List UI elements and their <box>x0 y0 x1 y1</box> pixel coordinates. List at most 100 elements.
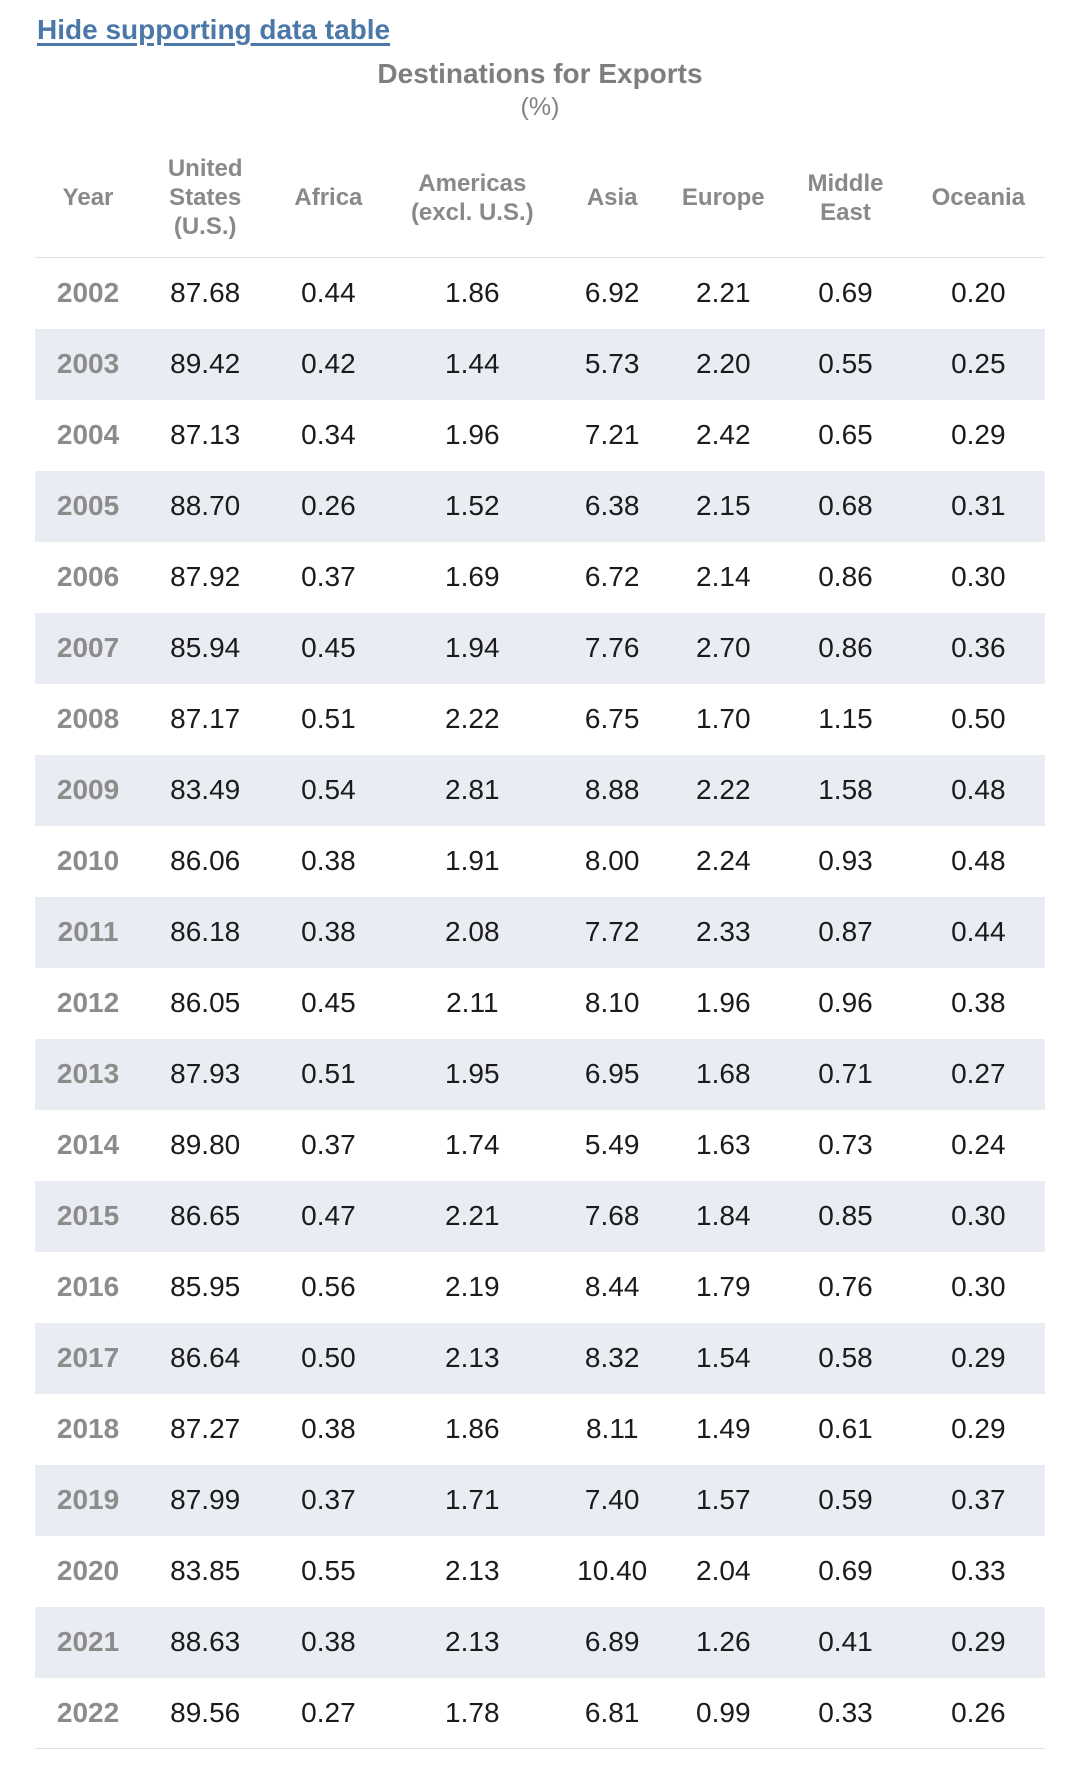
value-cell: 7.72 <box>584 916 640 947</box>
value-cell: 2.11 <box>446 987 499 1018</box>
value-cell: 87.68 <box>170 277 241 309</box>
table-row: 2012 86.05 0.45 2.11 8.10 1.96 0.96 0.38 <box>35 968 1045 1039</box>
value-cell: 0.38 <box>301 845 356 876</box>
value-cell: 0.44 <box>951 916 1006 947</box>
data-table: Year United States (U.S.) Africa Americas (… <box>35 142 1045 1749</box>
value-cell: 6.75 <box>584 703 640 734</box>
value-cell: 0.29 <box>951 419 1006 450</box>
table-row: 2010 86.06 0.38 1.91 8.00 2.24 0.93 0.48 <box>35 826 1045 897</box>
value-cell: 0.31 <box>951 490 1006 521</box>
value-cell: 2.13 <box>445 1626 500 1657</box>
table-header: Year United States (U.S.) Africa Americas (… <box>35 142 1045 258</box>
value-cell: 0.56 <box>301 1271 356 1302</box>
value-cell: 1.84 <box>696 1200 751 1231</box>
value-cell: 1.71 <box>445 1484 500 1515</box>
value-cell: 8.44 <box>584 1271 640 1302</box>
value-cell: 2.22 <box>696 774 751 805</box>
year-cell: 2007 <box>56 632 120 663</box>
value-cell: 0.55 <box>818 348 873 379</box>
value-cell: 2.24 <box>696 845 751 876</box>
value-cell: 1.94 <box>445 632 500 663</box>
value-cell: 1.91 <box>445 845 500 876</box>
value-cell: 2.20 <box>696 348 751 379</box>
value-cell: 0.42 <box>301 348 356 379</box>
value-cell: 2.21 <box>445 1200 500 1231</box>
table-row: 2003 89.42 0.42 1.44 5.73 2.20 0.55 0.25 <box>35 328 1045 400</box>
value-cell: 0.30 <box>951 1200 1006 1231</box>
column-header: Middle East <box>779 142 912 258</box>
table-row: 2013 87.93 0.51 1.95 6.95 1.68 0.71 0.27 <box>35 1038 1045 1110</box>
value-cell: 1.69 <box>445 561 500 592</box>
year-cell: 2019 <box>56 1484 120 1515</box>
value-cell: 1.78 <box>445 1696 500 1728</box>
value-cell: 1.86 <box>445 277 500 309</box>
value-cell: 1.54 <box>696 1342 751 1373</box>
value-cell: 0.69 <box>818 1555 873 1586</box>
value-cell: 0.65 <box>818 419 873 450</box>
value-cell: 2.13 <box>445 1555 500 1586</box>
value-cell: 86.05 <box>170 987 241 1018</box>
value-cell: 87.93 <box>170 1058 241 1089</box>
value-cell: 0.51 <box>301 1058 356 1089</box>
value-cell: 2.19 <box>445 1271 500 1302</box>
value-cell: 0.30 <box>951 561 1006 592</box>
table-row: 2014 89.80 0.37 1.74 5.49 1.63 0.73 0.24 <box>35 1110 1045 1181</box>
value-cell: 0.38 <box>301 1413 356 1444</box>
value-cell: 1.15 <box>818 703 873 734</box>
table-row: 2008 87.17 0.51 2.22 6.75 1.70 1.15 0.50 <box>35 684 1045 755</box>
year-cell: 2012 <box>56 987 120 1018</box>
value-cell: 1.74 <box>445 1129 500 1160</box>
value-cell: 0.48 <box>951 845 1006 876</box>
value-cell: 0.61 <box>818 1413 873 1444</box>
value-cell: 0.93 <box>818 845 873 876</box>
value-cell: 0.50 <box>301 1342 356 1373</box>
value-cell: 1.79 <box>696 1271 751 1302</box>
hide-data-table-link[interactable]: Hide supporting data table <box>37 14 391 45</box>
value-cell: 83.85 <box>170 1555 241 1586</box>
value-cell: 0.73 <box>818 1129 873 1160</box>
value-cell: 0.58 <box>818 1342 873 1373</box>
value-cell: 2.33 <box>696 916 751 947</box>
year-cell: 2010 <box>56 845 120 876</box>
value-cell: 8.00 <box>584 845 640 876</box>
value-cell: 1.58 <box>818 774 873 805</box>
table-row: 2020 83.85 0.55 2.13 10.40 2.04 0.69 0.33 <box>35 1536 1045 1607</box>
table-row: 2021 88.63 0.38 2.13 6.89 1.26 0.41 0.29 <box>35 1606 1045 1678</box>
value-cell: 2.21 <box>696 277 751 309</box>
table-row: 2016 85.95 0.56 2.19 8.44 1.79 0.76 0.30 <box>35 1252 1045 1323</box>
value-cell: 6.81 <box>584 1696 640 1728</box>
year-cell: 2005 <box>56 490 120 521</box>
value-cell: 0.38 <box>301 916 356 947</box>
value-cell: 1.57 <box>696 1484 751 1515</box>
year-cell: 2004 <box>56 419 120 450</box>
value-cell: 0.68 <box>818 490 873 521</box>
value-cell: 0.24 <box>951 1129 1006 1160</box>
table-row: 2009 83.49 0.54 2.81 8.88 2.22 1.58 0.48 <box>35 754 1045 826</box>
value-cell: 0.51 <box>301 703 356 734</box>
value-cell: 1.70 <box>696 703 751 734</box>
table-row: 2002 87.68 0.44 1.86 6.92 2.21 0.69 0.20 <box>35 258 1045 329</box>
column-header: Asia <box>557 142 668 258</box>
value-cell: 1.86 <box>445 1413 500 1444</box>
value-cell: 0.96 <box>818 987 873 1018</box>
value-cell: 0.87 <box>818 916 873 947</box>
value-cell: 1.26 <box>696 1626 751 1657</box>
value-cell: 0.33 <box>951 1555 1006 1586</box>
year-cell: 2008 <box>56 703 120 734</box>
value-cell: 86.06 <box>170 845 241 876</box>
table-row: 2015 86.65 0.47 2.21 7.68 1.84 0.85 0.30 <box>35 1180 1045 1252</box>
value-cell: 1.96 <box>445 419 500 450</box>
table-row: 2004 87.13 0.34 1.96 7.21 2.42 0.65 0.29 <box>35 400 1045 471</box>
value-cell: 10.40 <box>577 1555 648 1586</box>
value-cell: 2.13 <box>445 1342 500 1373</box>
value-cell: 87.92 <box>170 561 241 592</box>
value-cell: 8.11 <box>585 1413 639 1444</box>
value-cell: 7.40 <box>584 1484 640 1515</box>
value-cell: 0.45 <box>301 987 356 1018</box>
value-cell: 2.14 <box>696 561 751 592</box>
value-cell: 88.70 <box>170 490 241 521</box>
value-cell: 0.41 <box>818 1626 873 1657</box>
value-cell: 5.49 <box>584 1129 640 1160</box>
table-row: 2022 89.56 0.27 1.78 6.81 0.99 0.33 0.26 <box>35 1678 1045 1749</box>
